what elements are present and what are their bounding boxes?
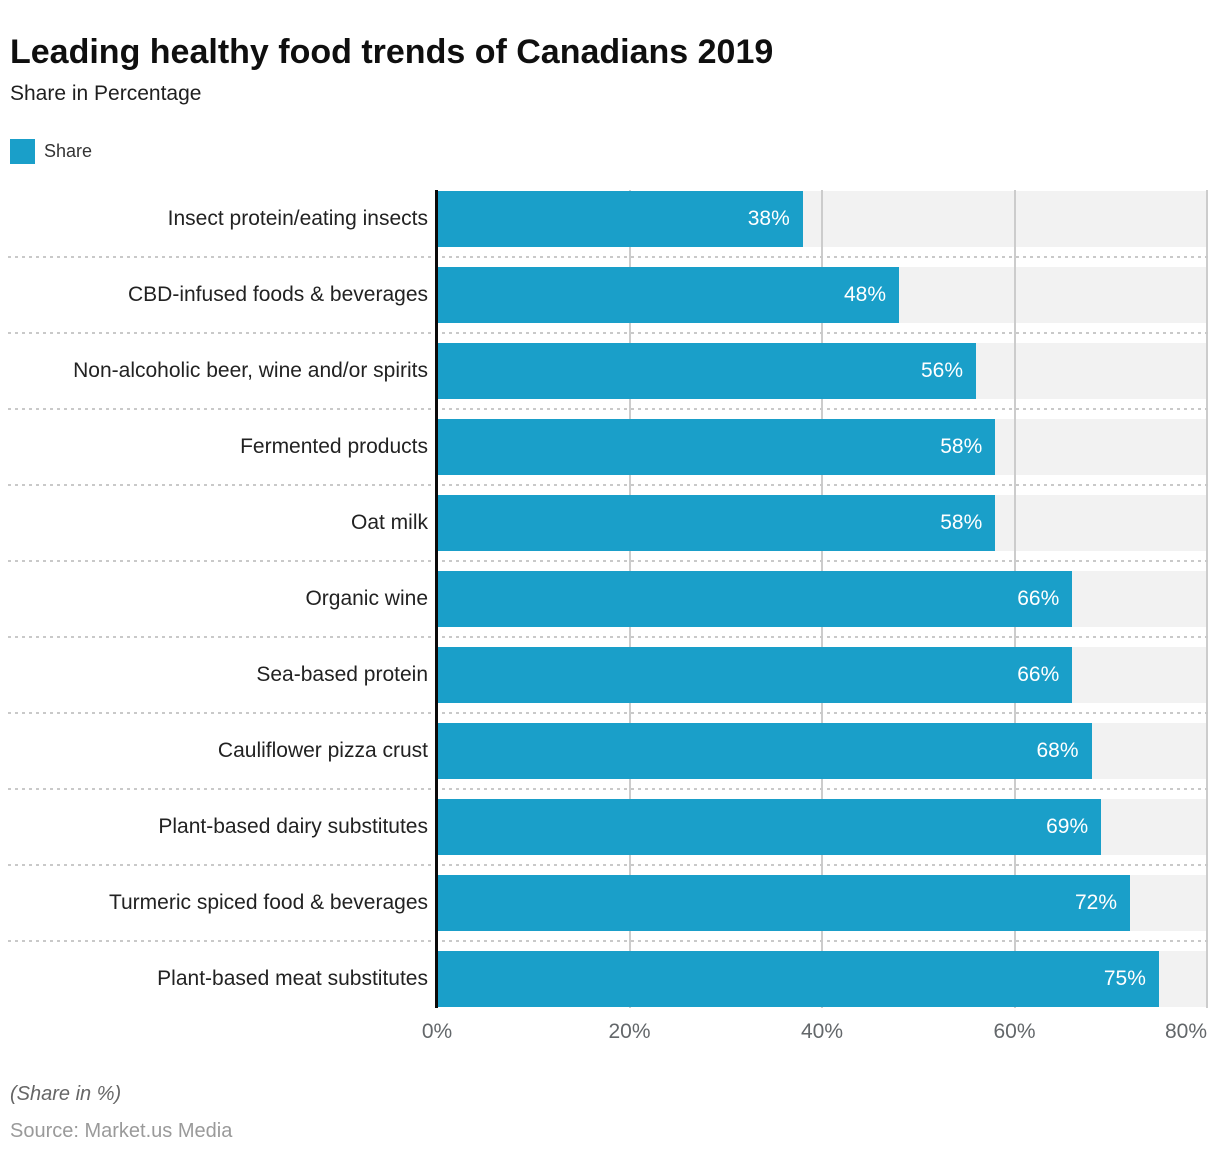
share-footnote: (Share in %) — [10, 1083, 122, 1105]
legend-share-label: Share — [44, 140, 93, 161]
bar[interactable]: 66% — [437, 571, 1073, 627]
bar-value-label: 48% — [843, 283, 886, 306]
x-axis-tick-label: 40% — [800, 1020, 844, 1043]
bar[interactable]: 58% — [437, 495, 996, 551]
chart-title: Leading healthy food trends of Canadians… — [10, 32, 774, 71]
category-label: Sea-based protein — [256, 663, 428, 686]
bar-value-label: 56% — [920, 359, 963, 382]
row-separator — [8, 256, 1212, 258]
bar-value-label: 68% — [1036, 739, 1079, 762]
bar[interactable]: 56% — [437, 343, 976, 399]
bar-row: Turmeric spiced food & beverages 72% — [109, 865, 1207, 941]
category-label: Oat milk — [350, 511, 428, 534]
bar-row: Plant-based dairy substitutes 69% — [158, 789, 1207, 865]
x-axis-tick-label: 20% — [608, 1020, 651, 1043]
bar-value-label: 58% — [940, 435, 983, 458]
bar-row: Oat milk 58% — [351, 485, 1207, 561]
legend-share-swatch-icon — [10, 138, 35, 164]
row-separator — [8, 484, 1212, 486]
row-separator — [8, 332, 1212, 334]
bar[interactable]: 38% — [437, 191, 803, 247]
category-label: CBD-infused foods & beverages — [128, 283, 428, 306]
source-text: Source: Market.us Media — [10, 1120, 233, 1142]
bar-value-label: 66% — [1017, 587, 1060, 610]
category-label: Organic wine — [305, 587, 428, 610]
bar-row: Plant-based meat substitutes 75% — [157, 941, 1207, 1017]
bar-value-label: 69% — [1046, 815, 1089, 838]
row-separator — [8, 788, 1212, 790]
category-label: Insect protein/eating insects — [167, 207, 428, 230]
row-separator — [8, 712, 1212, 714]
x-axis-tick-label: 60% — [993, 1020, 1036, 1043]
category-label: Plant-based dairy substitutes — [158, 815, 428, 838]
category-label: Plant-based meat substitutes — [157, 967, 428, 990]
category-label: Cauliflower pizza crust — [217, 739, 428, 762]
row-separator — [8, 636, 1212, 638]
bar-value-label: 75% — [1103, 967, 1146, 990]
y-axis-line — [435, 190, 438, 1008]
bar-row: CBD-infused foods & beverages 48% — [128, 257, 1207, 333]
bar[interactable]: 66% — [437, 647, 1073, 703]
chart-subtitle: Share in Percentage — [10, 82, 202, 105]
bar-chart-plot-area: Insect protein/eating insects 38% CBD-infu… — [73, 181, 1208, 1017]
bar-value-label: 58% — [940, 511, 983, 534]
legend-item-share[interactable]: Share — [10, 138, 92, 164]
bar-row: Fermented products 58% — [240, 409, 1207, 485]
category-label: Turmeric spiced food & beverages — [108, 891, 428, 914]
x-axis-tick-label: 0% — [421, 1020, 453, 1043]
bar-value-label: 38% — [747, 207, 790, 230]
x-axis-tick-label: 80% — [1164, 1020, 1207, 1043]
bar[interactable]: 48% — [437, 267, 899, 323]
bar[interactable]: 69% — [437, 799, 1102, 855]
bar-row: Non-alcoholic beer, wine and/or spirits 5… — [73, 333, 1207, 409]
bar[interactable]: 75% — [437, 951, 1159, 1007]
bar[interactable]: 72% — [437, 875, 1130, 931]
row-separator — [8, 864, 1212, 866]
bar-row: Sea-based protein 66% — [256, 637, 1207, 713]
bar-row: Cauliflower pizza crust 68% — [218, 713, 1207, 789]
bar-value-label: 66% — [1017, 663, 1060, 686]
category-label: Non-alcoholic beer, wine and/or spirits — [73, 359, 428, 382]
row-separator — [8, 408, 1212, 410]
gridline-80 — [1206, 190, 1208, 1008]
row-separator — [8, 560, 1212, 562]
bar[interactable]: 58% — [437, 419, 996, 475]
bar-value-label: 72% — [1074, 891, 1117, 914]
row-separator — [8, 940, 1212, 942]
category-label: Fermented products — [240, 435, 428, 458]
bar[interactable]: 68% — [437, 723, 1092, 779]
bar-row: Organic wine 66% — [305, 561, 1207, 637]
